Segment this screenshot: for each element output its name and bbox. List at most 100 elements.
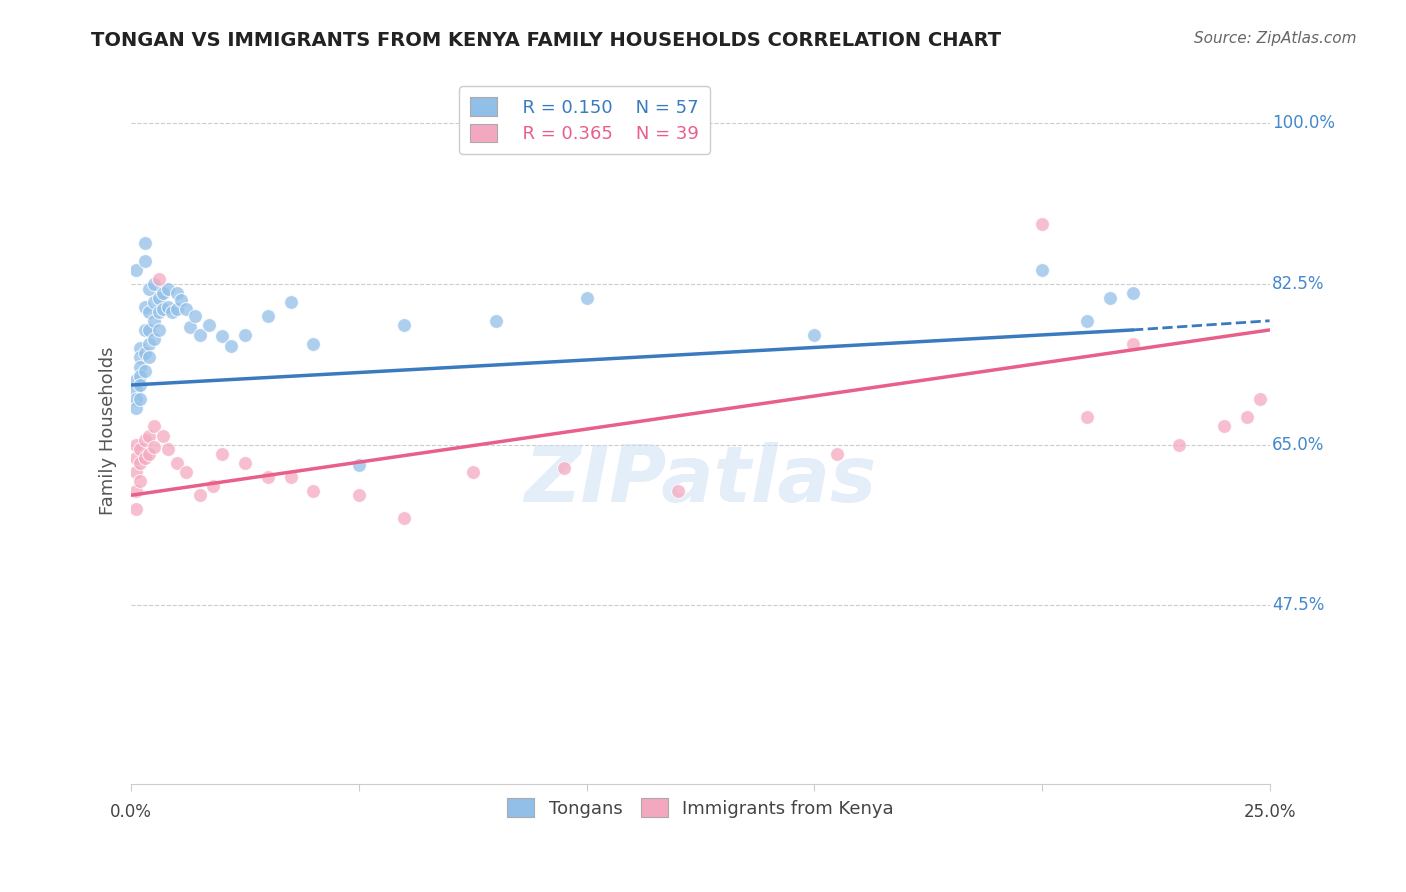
Point xyxy=(129,368,152,383)
Point xyxy=(484,314,506,328)
Point xyxy=(1236,410,1258,425)
Legend: Tongans, Immigrants from Kenya: Tongans, Immigrants from Kenya xyxy=(501,791,901,825)
Point xyxy=(138,428,160,442)
Point xyxy=(125,465,148,479)
Point xyxy=(170,293,193,307)
Point xyxy=(156,442,179,457)
Point xyxy=(1249,392,1271,406)
Point xyxy=(666,483,689,498)
Point xyxy=(152,301,174,316)
Point xyxy=(1031,218,1053,232)
Point xyxy=(394,511,416,525)
Point xyxy=(347,488,370,502)
Point xyxy=(125,438,148,452)
Point xyxy=(1031,263,1053,277)
Point xyxy=(152,286,174,301)
Text: 100.0%: 100.0% xyxy=(1272,114,1334,132)
Point xyxy=(257,470,280,484)
Point xyxy=(1122,286,1144,301)
Point xyxy=(221,338,243,352)
Y-axis label: Family Households: Family Households xyxy=(100,347,117,516)
Point xyxy=(148,304,170,318)
Point xyxy=(211,329,233,343)
Point xyxy=(125,451,148,466)
Point xyxy=(129,341,152,355)
Point xyxy=(166,301,188,316)
Point xyxy=(257,309,280,323)
Point xyxy=(202,479,225,493)
Point xyxy=(174,465,197,479)
Point xyxy=(825,447,848,461)
Point xyxy=(125,383,148,397)
Point xyxy=(280,470,302,484)
Point xyxy=(174,301,197,316)
Text: 47.5%: 47.5% xyxy=(1272,597,1324,615)
Point xyxy=(125,401,148,415)
Point xyxy=(138,336,160,351)
Point xyxy=(1076,410,1098,425)
Point xyxy=(1099,291,1122,305)
Point xyxy=(1167,438,1189,452)
Point xyxy=(184,309,207,323)
Point xyxy=(394,318,416,333)
Point xyxy=(125,373,148,387)
Point xyxy=(129,475,152,489)
Point xyxy=(134,254,156,268)
Point xyxy=(138,447,160,461)
Point xyxy=(156,282,179,296)
Point xyxy=(125,502,148,516)
Point xyxy=(138,304,160,318)
Point xyxy=(233,456,256,470)
Point xyxy=(129,378,152,392)
Point xyxy=(129,351,152,365)
Point xyxy=(152,428,174,442)
Text: TONGAN VS IMMIGRANTS FROM KENYA FAMILY HOUSEHOLDS CORRELATION CHART: TONGAN VS IMMIGRANTS FROM KENYA FAMILY H… xyxy=(91,31,1001,50)
Point xyxy=(134,300,156,314)
Point xyxy=(125,483,148,498)
Point xyxy=(1122,336,1144,351)
Point xyxy=(188,488,211,502)
Point xyxy=(134,364,156,378)
Point xyxy=(156,300,179,314)
Point xyxy=(143,277,166,291)
Point xyxy=(129,456,152,470)
Point xyxy=(129,359,152,374)
Point xyxy=(166,286,188,301)
Text: ZIPatlas: ZIPatlas xyxy=(524,442,876,518)
Point xyxy=(553,460,575,475)
Point xyxy=(347,458,370,472)
Point xyxy=(1213,419,1236,434)
Point xyxy=(197,318,219,333)
Point xyxy=(148,272,170,286)
Point xyxy=(302,483,325,498)
Point xyxy=(138,323,160,337)
Point xyxy=(134,451,156,466)
Point xyxy=(233,327,256,342)
Point xyxy=(803,327,825,342)
Point xyxy=(148,323,170,337)
Point xyxy=(143,419,166,434)
Point xyxy=(138,282,160,296)
Point xyxy=(1076,314,1098,328)
Point xyxy=(302,336,325,351)
Point xyxy=(166,456,188,470)
Point xyxy=(179,320,201,334)
Point xyxy=(143,295,166,310)
Text: 25.0%: 25.0% xyxy=(1243,803,1296,821)
Point xyxy=(148,291,170,305)
Point xyxy=(129,392,152,406)
Point xyxy=(125,392,148,406)
Point xyxy=(125,263,148,277)
Point xyxy=(143,440,166,454)
Point xyxy=(129,442,152,457)
Point xyxy=(134,346,156,360)
Point xyxy=(138,351,160,365)
Point xyxy=(211,447,233,461)
Point xyxy=(134,235,156,250)
Point xyxy=(575,291,598,305)
Text: 65.0%: 65.0% xyxy=(1272,435,1324,454)
Point xyxy=(134,323,156,337)
Point xyxy=(280,295,302,310)
Text: 82.5%: 82.5% xyxy=(1272,275,1324,293)
Text: 0.0%: 0.0% xyxy=(110,803,152,821)
